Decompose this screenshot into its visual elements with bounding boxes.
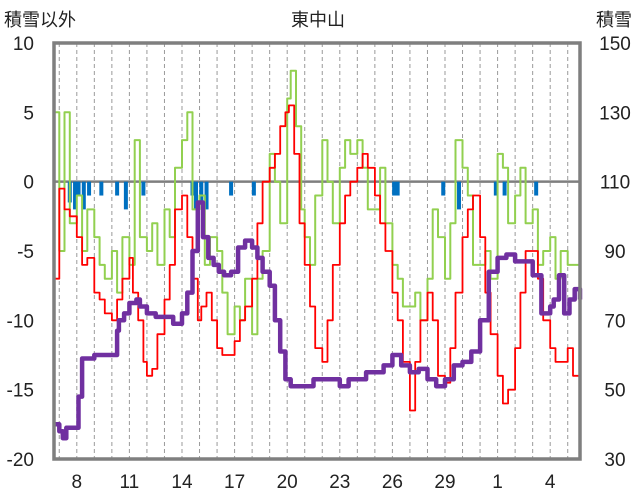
left-tick-label: -15 [7, 381, 34, 402]
x-tick-label: 20 [277, 472, 298, 493]
left-tick-label: 10 [13, 34, 34, 55]
x-axis-ticks: 8 11 14 17 20 23 26 29 1 4 [72, 472, 556, 493]
precipitation-bar [81, 181, 86, 210]
left-tick-label: -20 [7, 450, 34, 471]
right-tick-label: 50 [604, 381, 625, 402]
right-tick-label: 110 [600, 173, 630, 194]
precipitation-bar [534, 181, 539, 196]
x-tick-label: 26 [382, 472, 403, 493]
right-axis-ticks: 30 50 70 90 110 130 150 [599, 34, 631, 471]
precipitation-bar [251, 181, 256, 196]
precipitation-bar [99, 181, 104, 196]
x-tick-label: 14 [171, 472, 193, 493]
right-tick-label: 30 [604, 450, 625, 471]
x-tick-label: 23 [329, 472, 350, 493]
series-lines [54, 69, 583, 441]
wind-line [54, 69, 581, 336]
precipitation-bar [194, 181, 199, 210]
precipitation-bar [87, 181, 92, 196]
left-tick-label: 0 [23, 173, 34, 194]
x-tick-label: 4 [545, 472, 556, 493]
left-axis-label: 積雪以外 [4, 10, 76, 31]
precipitation-bar [392, 181, 397, 196]
precipitation-bar [141, 181, 146, 196]
temperature-line [54, 104, 581, 412]
precipitation-bar [204, 181, 209, 210]
precipitation-bar [76, 181, 81, 196]
precipitation-bar [73, 181, 78, 210]
precipitation-bar [395, 181, 400, 196]
x-tick-label: 29 [434, 472, 455, 493]
precipitation-bar [123, 181, 128, 210]
chart-title: 東中山 [291, 10, 345, 31]
left-tick-label: -5 [17, 242, 34, 263]
x-tick-label: 1 [492, 472, 503, 493]
snow_depth-line [54, 200, 583, 441]
x-tick-label: 17 [224, 472, 245, 493]
left-tick-label: -10 [7, 311, 34, 332]
right-tick-label: 150 [599, 34, 631, 55]
precipitation-bar [441, 181, 446, 196]
vertical-gridlines [58, 43, 569, 459]
precipitation-bar [457, 181, 462, 210]
x-tick-label: 11 [120, 472, 140, 493]
right-tick-label: 130 [599, 103, 631, 124]
plot-frame [52, 41, 582, 461]
precipitation-bar [493, 181, 498, 196]
x-tick-label: 8 [72, 472, 83, 493]
right-tick-label: 90 [604, 242, 625, 263]
left-axis-ticks: -20 -15 -10 -5 0 5 10 [7, 34, 34, 471]
left-tick-label: 5 [23, 103, 34, 124]
precipitation-bar [115, 181, 120, 196]
precipitation-bar [502, 181, 507, 196]
right-axis-label: 積雪 [596, 10, 632, 31]
precipitation-bar [229, 181, 234, 196]
right-tick-label: 70 [604, 311, 625, 332]
precipitation-bar [199, 181, 204, 203]
